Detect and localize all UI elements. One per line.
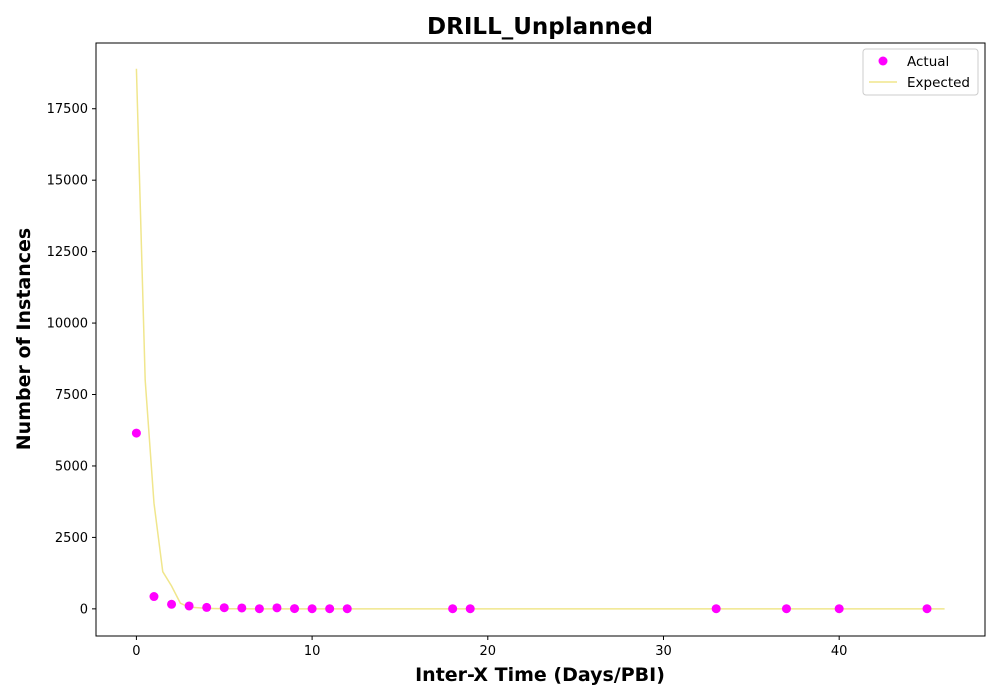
chart-title: DRILL_Unplanned bbox=[427, 14, 653, 40]
expected-line bbox=[135, 68, 945, 610]
actual-point bbox=[325, 604, 335, 614]
y-tick-label: 7500 bbox=[55, 388, 88, 403]
actual-point bbox=[290, 604, 300, 614]
actual-point bbox=[254, 604, 264, 614]
x-tick-label: 20 bbox=[480, 644, 497, 659]
legend: Actual Expected bbox=[862, 48, 979, 96]
actual-point bbox=[167, 599, 177, 609]
actual-point bbox=[448, 604, 458, 614]
legend-label: Expected bbox=[907, 75, 970, 91]
actual-point bbox=[922, 604, 932, 614]
actual-point bbox=[219, 603, 229, 613]
x-tick-label: 0 bbox=[132, 644, 140, 659]
legend-label: Actual bbox=[907, 54, 949, 70]
legend-marker-actual bbox=[878, 56, 888, 66]
actual-point bbox=[342, 604, 352, 614]
axis-ticks: 0 10 20 30 40 0 2500 5000 7500 10000 12500 15000 175… bbox=[47, 102, 848, 659]
y-tick-label: 17500 bbox=[47, 102, 88, 117]
actual-point bbox=[272, 603, 282, 613]
x-tick-label: 40 bbox=[831, 644, 848, 659]
actual-point bbox=[237, 603, 247, 613]
actual-point bbox=[834, 604, 844, 614]
actual-point bbox=[307, 604, 317, 614]
y-tick-label: 5000 bbox=[55, 459, 88, 474]
y-axis-title: Number of Instances bbox=[13, 228, 35, 450]
actual-point bbox=[465, 604, 475, 614]
actual-point bbox=[184, 601, 194, 611]
y-tick-label: 10000 bbox=[47, 317, 88, 332]
actual-point bbox=[202, 602, 212, 612]
y-tick-label: 15000 bbox=[47, 174, 88, 189]
plot-frame bbox=[95, 42, 986, 637]
actual-point bbox=[149, 592, 159, 602]
x-tick-label: 10 bbox=[304, 644, 321, 659]
plot-area bbox=[131, 68, 945, 614]
y-tick-label: 2500 bbox=[55, 531, 88, 546]
actual-point bbox=[781, 604, 791, 614]
x-tick-label: 30 bbox=[655, 644, 672, 659]
legend-box bbox=[862, 48, 979, 96]
actual-point bbox=[131, 428, 141, 438]
actual-point bbox=[711, 604, 721, 614]
x-axis-title: Inter-X Time (Days/PBI) bbox=[415, 664, 665, 686]
y-tick-label: 0 bbox=[80, 602, 88, 617]
y-tick-label: 12500 bbox=[47, 245, 88, 260]
